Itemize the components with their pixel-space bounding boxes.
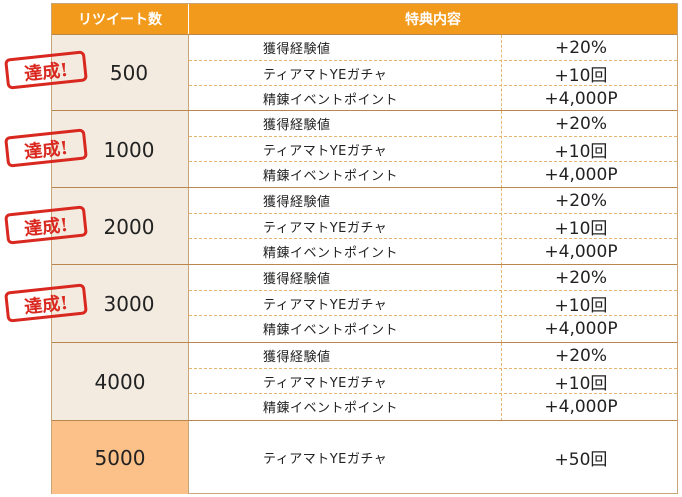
column-divider [501, 111, 502, 188]
column-divider [501, 343, 502, 421]
reward-name: 獲得経験値 [263, 272, 331, 287]
reward-value: +10回 [554, 296, 608, 316]
retweet-count-value: 1000 [103, 137, 155, 162]
retweet-count-value: 500 [109, 61, 149, 85]
reward-name: ティアマトYEガチャ [263, 298, 388, 313]
column-divider [501, 188, 502, 265]
reward-row: 1000 獲得経験値 +20% ティアマトYEガチャ +10回 精錬イベントポイント… [52, 110, 677, 188]
reward-value: +20% [554, 345, 608, 366]
reward-row: 2000 獲得経験値 +20% ティアマトYEガチャ +10回 精錬イベントポイント… [52, 187, 677, 265]
column-divider [501, 35, 502, 111]
reward-value: +20% [554, 113, 608, 134]
reward-name: ティアマトYEガチャ [263, 221, 388, 236]
reward-list: ティアマトYEガチャ +50回 [189, 421, 677, 494]
reward-value: +10回 [554, 66, 608, 86]
reward-value: +10回 [554, 219, 608, 239]
header-reward-content: 特典内容 [189, 4, 677, 34]
reward-line: ティアマトYEガチャ +10回 [189, 60, 677, 86]
reward-line: 獲得経験値 +20% [189, 265, 677, 290]
reward-name: 精錬イベントポイント [263, 169, 399, 184]
reward-row: 5000 ティアマトYEガチャ +50回 [52, 420, 677, 494]
reward-line: ティアマトYEガチャ +10回 [189, 368, 677, 394]
reward-name: 獲得経験値 [263, 195, 331, 210]
reward-line: 精錬イベントポイント +4,000P [189, 161, 677, 187]
reward-value: +4,000P [544, 88, 618, 109]
reward-name: 精錬イベントポイント [263, 401, 399, 416]
reward-name: ティアマトYEガチャ [263, 452, 388, 467]
stamp-text: 達成! [23, 137, 69, 163]
reward-name: ティアマトYEガチャ [263, 68, 388, 83]
reward-value: +4,000P [544, 318, 618, 339]
reward-list: 獲得経験値 +20% ティアマトYEガチャ +10回 精錬イベントポイント +4,00… [189, 265, 677, 343]
reward-value: +4,000P [544, 241, 618, 262]
reward-name: 獲得経験値 [263, 350, 331, 365]
reward-line: ティアマトYEガチャ +10回 [189, 290, 677, 316]
retweet-count-value: 2000 [103, 214, 155, 239]
stamp-text: 達成! [23, 214, 69, 240]
reward-line: 精錬イベントポイント +4,000P [189, 238, 677, 264]
achieved-stamp: 達成! [4, 283, 88, 323]
reward-name: 獲得経験値 [263, 118, 331, 133]
reward-line: 獲得経験値 +20% [189, 111, 677, 136]
retweet-reward-table: リツイート数 特典内容 500 獲得経験値 +20% ティアマトYEガチャ +10回… [51, 3, 678, 494]
retweet-count-cell: 500 [52, 35, 189, 111]
stamp-text: 達成! [23, 292, 69, 318]
retweet-count-value: 3000 [103, 292, 155, 316]
reward-line: 獲得経験値 +20% [189, 343, 677, 368]
retweet-count-cell: 5000 [52, 421, 189, 494]
reward-line: 精錬イベントポイント +4,000P [189, 85, 677, 111]
reward-line: ティアマトYEガチャ +10回 [189, 136, 677, 162]
stamp-text: 達成! [23, 59, 69, 85]
reward-row: 3000 獲得経験値 +20% ティアマトYEガチャ +10回 精錬イベントポイント… [52, 264, 677, 343]
reward-value: +10回 [554, 374, 608, 394]
reward-value: +10回 [554, 142, 608, 162]
reward-value: +20% [554, 267, 608, 288]
achieved-stamp: 達成! [4, 205, 88, 245]
retweet-count-cell: 1000 [52, 111, 189, 188]
reward-name: 精錬イベントポイント [263, 93, 399, 108]
retweet-count-cell: 3000 [52, 265, 189, 343]
column-divider [501, 265, 502, 343]
retweet-count-cell: 4000 [52, 343, 189, 421]
retweet-count-value: 5000 [94, 445, 146, 470]
reward-list: 獲得経験値 +20% ティアマトYEガチャ +10回 精錬イベントポイント +4,00… [189, 343, 677, 421]
achieved-stamp: 達成! [4, 50, 88, 90]
reward-line: 精錬イベントポイント +4,000P [189, 393, 677, 419]
reward-value: +4,000P [544, 396, 618, 417]
achieved-stamp: 達成! [4, 128, 88, 168]
reward-row: 500 獲得経験値 +20% ティアマトYEガチャ +10回 精錬イベントポイント +… [52, 34, 677, 111]
reward-line: 獲得経験値 +20% [189, 188, 677, 213]
reward-value: +20% [554, 190, 608, 211]
reward-list: 獲得経験値 +20% ティアマトYEガチャ +10回 精錬イベントポイント +4,00… [189, 111, 677, 188]
reward-line: ティアマトYEガチャ +50回 [189, 421, 677, 494]
reward-line: ティアマトYEガチャ +10回 [189, 213, 677, 239]
reward-name: ティアマトYEガチャ [263, 376, 388, 391]
reward-line: 獲得経験値 +20% [189, 35, 677, 60]
reward-name: 精錬イベントポイント [263, 246, 399, 261]
reward-row: 4000 獲得経験値 +20% ティアマトYEガチャ +10回 精錬イベントポイント… [52, 342, 677, 421]
reward-name: ティアマトYEガチャ [263, 144, 388, 159]
reward-name: 獲得経験値 [263, 42, 331, 57]
retweet-count-cell: 2000 [52, 188, 189, 265]
retweet-count-value: 4000 [94, 370, 146, 394]
reward-name: 精錬イベントポイント [263, 323, 399, 338]
reward-value: +50回 [554, 450, 608, 470]
reward-value: +20% [554, 37, 608, 58]
header-retweet-count: リツイート数 [52, 4, 189, 34]
reward-list: 獲得経験値 +20% ティアマトYEガチャ +10回 精錬イベントポイント +4,00… [189, 35, 677, 111]
reward-value: +4,000P [544, 164, 618, 185]
reward-line: 精錬イベントポイント +4,000P [189, 315, 677, 341]
reward-list: 獲得経験値 +20% ティアマトYEガチャ +10回 精錬イベントポイント +4,00… [189, 188, 677, 265]
